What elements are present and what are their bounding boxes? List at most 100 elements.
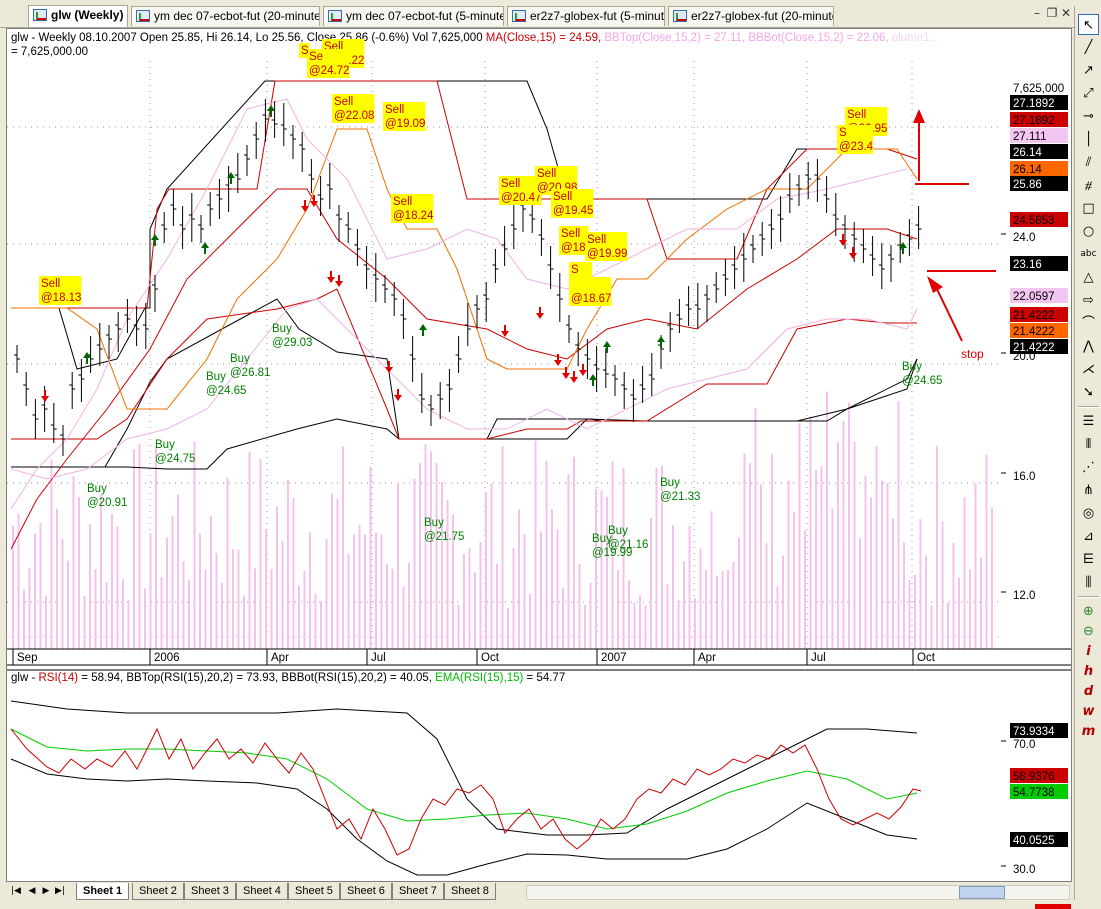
toolbar-separator [1078, 406, 1099, 408]
buy-label-price: @19.99 [592, 547, 632, 559]
buy-arrow [227, 172, 235, 184]
tab-er2z7-5min[interactable]: er2z7-globex-fut (5-minute) [507, 6, 665, 26]
channel-lower-red [11, 288, 917, 440]
sell-label: Se @24.72 [307, 49, 349, 78]
arc-icon[interactable]: ⌒ [1081, 316, 1095, 331]
zoom-out-icon[interactable]: ⊖ [1083, 624, 1094, 639]
sell-label-background [569, 277, 612, 306]
weekly-icon[interactable]: w [1082, 704, 1095, 719]
hourly-icon[interactable]: h [1083, 664, 1094, 679]
sell-label-text: Sell [501, 178, 520, 190]
tab-er2z7-20min[interactable]: er2z7-globex-fut (20-minute) [668, 6, 834, 26]
pointer-icon[interactable]: ➘ [1083, 385, 1094, 400]
grid-icon[interactable]: ⫼ [1085, 575, 1092, 590]
buy-label-text: Buy [155, 439, 175, 451]
price-scale-label: 20.0 [1001, 351, 1035, 363]
sell-label-price: @19.99 [587, 248, 627, 260]
buy-label-price: @29.03 [272, 337, 312, 349]
sheet-tab[interactable]: Sheet 8 [444, 883, 496, 900]
buy-label-price: @24.65 [206, 385, 246, 397]
next-sheet-icon[interactable]: ▶ [42, 886, 50, 896]
fibonacci-retracement-icon[interactable]: ☰ [1082, 414, 1095, 429]
sheet-tab[interactable]: Sheet 7 [392, 883, 444, 900]
channel-icon[interactable]: ⧣ [1084, 178, 1093, 193]
zoom-in-icon[interactable]: ⊕ [1083, 604, 1094, 619]
speed-lines-icon[interactable]: ⋿ [1082, 552, 1095, 567]
chart-area[interactable]: glw - Weekly 08.10.2007 Open 25.85, Hi 2… [6, 28, 1072, 882]
rectangle-icon[interactable]: □ [1082, 201, 1095, 216]
text-tool-icon[interactable]: abc [1080, 249, 1097, 259]
ellipse-icon[interactable]: ○ [1082, 224, 1095, 239]
signal-labels: Sell@18.13Sell@22.22Se@24.72SSell@22.08S… [39, 39, 942, 559]
extended-line-icon[interactable]: ⤢ [1083, 86, 1094, 101]
polyline-icon[interactable]: ⋀ [1083, 339, 1094, 354]
time-axis-label: Apr [698, 652, 716, 664]
restore-icon[interactable]: ❐ [1046, 6, 1058, 20]
horizontal-scrollbar[interactable] [526, 885, 1070, 900]
chart-icon [136, 10, 150, 22]
tab-ym-5min[interactable]: ym dec 07-ecbot-fut (5-minute) [323, 6, 504, 26]
sell-label-price: @18.13 [41, 292, 81, 304]
sell-label: S @23.4 [837, 125, 874, 154]
price-scale-label: 27.111 [1010, 128, 1068, 143]
scrollbar-thumb[interactable] [959, 886, 1005, 899]
gann-fan-icon[interactable]: ⋰ [1082, 460, 1095, 475]
parallel-lines-icon[interactable]: ⫽ [1085, 155, 1092, 170]
chart-icon [33, 9, 47, 21]
close-icon[interactable]: ✕ [1060, 6, 1072, 20]
buy-label: Buy @21.16 [608, 525, 648, 551]
sheet-tab[interactable]: Sheet 6 [340, 883, 392, 900]
rsi-line [10, 727, 922, 856]
arrow-icon[interactable]: ⇨ [1083, 293, 1094, 308]
tab-ym-20min[interactable]: ym dec 07-ecbot-fut (20-minute) [131, 6, 320, 26]
buy-arrow [603, 341, 611, 353]
sheet-tab[interactable]: Sheet 4 [236, 883, 288, 900]
price-axis: 7,625,000 27.1892 27.1892 27.111 26.14 26.14 2… [1001, 61, 1071, 649]
sell-label-text: Sell [334, 96, 353, 108]
header-volume-value: = 7,625,000.00 [11, 46, 88, 58]
sheet-tab[interactable]: Sheet 3 [184, 883, 236, 900]
fan-icon[interactable]: ⊿ [1083, 529, 1094, 544]
sheet-tab[interactable]: Sheet 1 [76, 883, 130, 900]
document-tab-bar: glw (Weekly) ym dec 07-ecbot-fut (20-min… [0, 0, 1101, 28]
fibonacci-timezones-icon[interactable]: ⦀ [1085, 437, 1092, 452]
sell-label: S [299, 43, 310, 58]
vertical-line-icon[interactable]: │ [1084, 132, 1093, 147]
triangle-icon[interactable]: △ [1083, 270, 1094, 285]
header-ma: MA(Close,15) = 24.59, [486, 32, 605, 44]
zigzag-icon[interactable]: ⋌ [1082, 362, 1095, 377]
cycles-icon[interactable]: ◎ [1082, 506, 1095, 521]
intraday-icon[interactable]: i [1086, 644, 1091, 659]
chart-canvas[interactable]: glw - Weekly 08.10.2007 Open 25.85, Hi 2… [7, 29, 1071, 881]
daily-icon[interactable]: d [1083, 684, 1094, 699]
first-sheet-icon[interactable]: |◀ [11, 886, 21, 896]
prev-sheet-icon[interactable]: ◀ [28, 886, 36, 896]
price-scale-label-text: 21.4222 [1013, 310, 1055, 322]
buy-label-price: @26.81 [230, 367, 270, 379]
buy-label: Buy @24.75 [155, 439, 195, 465]
tab-label: glw (Weekly) [51, 8, 124, 22]
price-scale-label-text: 24.5853 [1013, 215, 1055, 227]
rsi-scale-label: 58.9376 [1010, 768, 1068, 783]
chart-icon [512, 10, 526, 22]
minimize-icon[interactable]: – [1034, 6, 1040, 20]
sell-label-background [332, 94, 375, 123]
price-scale-label-text: 23.16 [1013, 259, 1042, 271]
cursor-select-icon[interactable]: ↖ [1078, 14, 1099, 35]
time-axis-label: Jul [811, 652, 826, 664]
toolbar-separator [1078, 596, 1099, 598]
rsi-header-rsi: RSI(14) [38, 672, 78, 684]
horizontal-line-icon[interactable]: ⊸ [1083, 109, 1094, 124]
monthly-icon[interactable]: m [1081, 724, 1096, 739]
last-sheet-icon[interactable]: ▶| [55, 886, 65, 896]
price-scale-label-background [1010, 161, 1068, 176]
line-tool-icon[interactable]: ╱ [1084, 40, 1093, 55]
andrews-pitchfork-icon[interactable]: ⋔ [1083, 483, 1094, 498]
rsi-scale-label-background [1010, 768, 1068, 783]
sheet-tab[interactable]: Sheet 2 [132, 883, 184, 900]
sheet-tab[interactable]: Sheet 5 [288, 883, 340, 900]
sell-arrow [579, 364, 587, 376]
ray-tool-icon[interactable]: ↗ [1083, 63, 1094, 78]
tab-glw-weekly[interactable]: glw (Weekly) [28, 5, 128, 27]
